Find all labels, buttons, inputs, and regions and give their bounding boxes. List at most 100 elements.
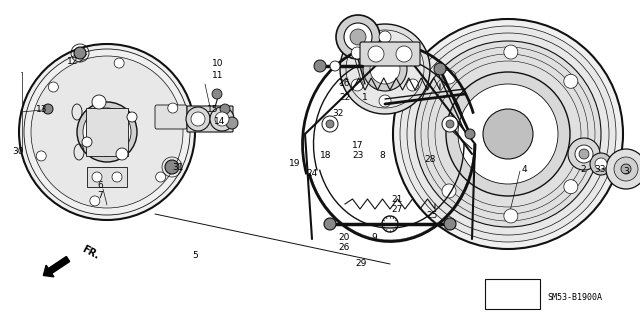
Circle shape	[322, 116, 338, 132]
Circle shape	[31, 56, 183, 208]
Circle shape	[504, 45, 518, 59]
Text: 23: 23	[352, 152, 364, 160]
Circle shape	[415, 41, 601, 227]
Circle shape	[370, 54, 400, 84]
Circle shape	[314, 60, 326, 72]
Text: 25: 25	[426, 211, 438, 220]
Circle shape	[330, 61, 340, 71]
Text: 1: 1	[362, 93, 368, 101]
Circle shape	[116, 148, 128, 160]
Circle shape	[575, 145, 593, 163]
Circle shape	[368, 46, 384, 62]
Text: 19: 19	[289, 160, 301, 168]
Text: 10: 10	[212, 60, 224, 69]
Text: 20: 20	[339, 233, 349, 241]
Circle shape	[191, 112, 205, 126]
Circle shape	[220, 104, 230, 114]
Circle shape	[350, 29, 366, 45]
Circle shape	[127, 112, 137, 122]
Circle shape	[400, 26, 616, 242]
Text: 11: 11	[212, 70, 224, 79]
Bar	[87, 167, 127, 187]
Circle shape	[344, 23, 372, 51]
Circle shape	[346, 30, 424, 108]
FancyBboxPatch shape	[360, 42, 420, 66]
Text: 24: 24	[307, 169, 317, 179]
Text: FR.: FR.	[80, 244, 100, 262]
Circle shape	[465, 129, 475, 139]
Circle shape	[446, 120, 454, 128]
Text: 5: 5	[192, 250, 198, 259]
Text: 22: 22	[339, 93, 351, 101]
FancyBboxPatch shape	[155, 105, 187, 129]
Text: 3: 3	[623, 167, 629, 175]
Circle shape	[74, 47, 86, 59]
Circle shape	[114, 58, 124, 68]
Bar	[86, 108, 128, 156]
Text: 8: 8	[379, 152, 385, 160]
Circle shape	[444, 218, 456, 230]
Text: 12: 12	[67, 56, 79, 65]
Circle shape	[379, 95, 391, 107]
Circle shape	[99, 124, 115, 140]
Circle shape	[112, 172, 122, 182]
Circle shape	[215, 112, 229, 126]
Text: 27: 27	[391, 204, 403, 213]
Circle shape	[568, 138, 600, 170]
Circle shape	[24, 49, 190, 215]
Text: 4: 4	[521, 165, 527, 174]
Circle shape	[406, 79, 419, 91]
Circle shape	[340, 24, 430, 114]
Circle shape	[614, 157, 638, 181]
Circle shape	[36, 151, 46, 161]
Circle shape	[165, 160, 179, 174]
Circle shape	[406, 47, 419, 59]
Text: 16: 16	[339, 79, 351, 88]
Circle shape	[590, 153, 612, 175]
Circle shape	[579, 149, 589, 159]
Circle shape	[442, 116, 458, 132]
Circle shape	[226, 117, 238, 129]
Circle shape	[504, 209, 518, 223]
Text: 15: 15	[207, 105, 219, 114]
Circle shape	[606, 149, 640, 189]
Circle shape	[168, 103, 178, 113]
Circle shape	[336, 15, 380, 59]
Text: 7: 7	[97, 191, 103, 201]
Circle shape	[156, 172, 166, 182]
Text: 29: 29	[355, 259, 367, 269]
Circle shape	[83, 108, 131, 156]
Circle shape	[483, 109, 533, 159]
Circle shape	[210, 107, 234, 131]
Circle shape	[396, 46, 412, 62]
Circle shape	[407, 33, 609, 235]
Circle shape	[442, 70, 456, 84]
Circle shape	[19, 44, 195, 220]
Circle shape	[77, 102, 137, 162]
Circle shape	[49, 82, 58, 92]
Circle shape	[43, 104, 53, 114]
Circle shape	[324, 218, 336, 230]
Circle shape	[92, 172, 102, 182]
Circle shape	[564, 74, 578, 88]
Text: 17: 17	[352, 140, 364, 150]
Circle shape	[458, 84, 558, 184]
Text: 14: 14	[214, 116, 226, 125]
Circle shape	[434, 63, 446, 75]
Circle shape	[351, 79, 364, 91]
Text: SM53-B1900A: SM53-B1900A	[547, 293, 602, 301]
Text: 13: 13	[36, 105, 48, 114]
Circle shape	[363, 47, 407, 91]
Circle shape	[186, 107, 210, 131]
Circle shape	[393, 19, 623, 249]
Text: 9: 9	[371, 233, 377, 241]
Circle shape	[90, 196, 100, 206]
Bar	[485, 279, 540, 309]
Circle shape	[92, 95, 106, 109]
Circle shape	[351, 47, 364, 59]
Circle shape	[442, 184, 456, 198]
Circle shape	[595, 158, 607, 170]
Text: 26: 26	[339, 243, 349, 253]
FancyArrow shape	[44, 256, 70, 277]
FancyBboxPatch shape	[187, 106, 233, 132]
